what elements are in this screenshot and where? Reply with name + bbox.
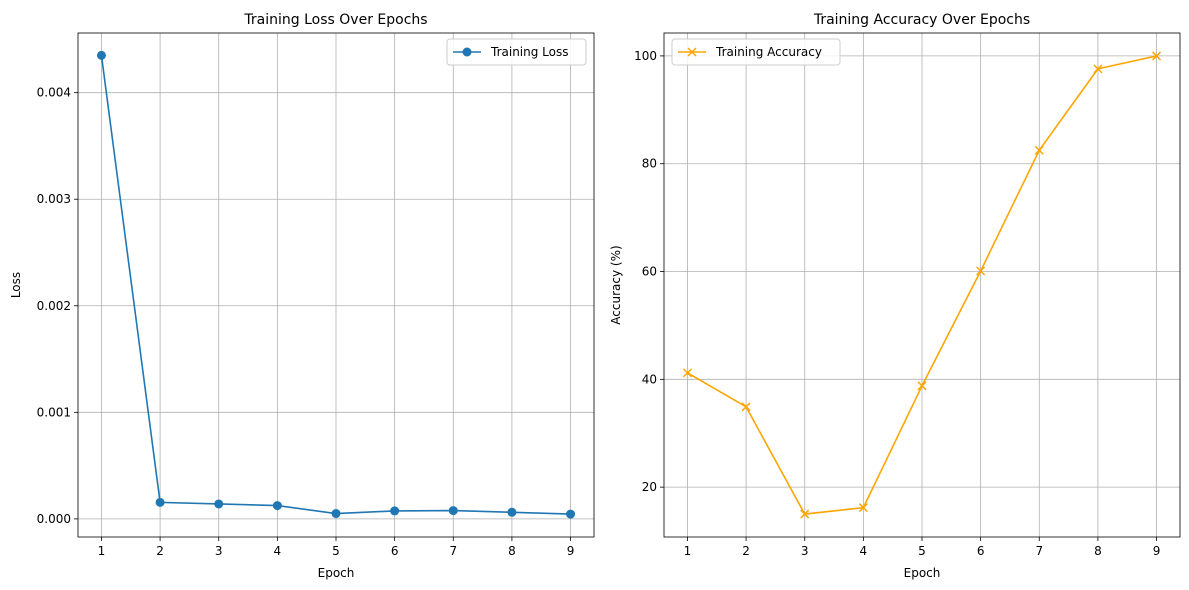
x-tick-label: 9 bbox=[1153, 544, 1161, 558]
chart-panel-1: 1 2 3 4 5 6 7 8 9 0.000 0.001 0.002 0.003 0.004 Traini… bbox=[9, 12, 595, 580]
data-point bbox=[1093, 64, 1103, 74]
x-tick-label: 6 bbox=[391, 544, 399, 558]
chart-title: Training Accuracy Over Epochs bbox=[813, 12, 1030, 28]
data-point bbox=[390, 506, 400, 516]
legend-label: Training Accuracy bbox=[715, 45, 822, 59]
y-tick-label: 0.001 bbox=[37, 405, 71, 419]
x-tick-label: 6 bbox=[977, 544, 985, 558]
y-axis-label: Accuracy (%) bbox=[609, 245, 623, 324]
chart-title: Training Loss Over Epochs bbox=[243, 12, 427, 28]
data-point bbox=[682, 368, 692, 378]
y-tick-label: 100 bbox=[634, 49, 657, 63]
data-point bbox=[272, 501, 282, 511]
x-tick-label: 3 bbox=[801, 544, 809, 558]
data-point bbox=[741, 402, 751, 412]
x-tick-label: 2 bbox=[742, 544, 750, 558]
x-axis-label: Epoch bbox=[318, 566, 355, 580]
data-point bbox=[1034, 145, 1044, 155]
data-point bbox=[566, 509, 576, 519]
data-point bbox=[448, 506, 458, 516]
data-point bbox=[155, 497, 165, 507]
legend-box bbox=[671, 38, 841, 66]
y-tick-label: 0.000 bbox=[37, 512, 71, 526]
y-tick-label: 0.003 bbox=[37, 192, 71, 206]
x-tick-label: 7 bbox=[449, 544, 457, 558]
x-tick-label: 2 bbox=[156, 544, 164, 558]
legend-label: Training Loss bbox=[490, 45, 568, 59]
x-tick-label: 8 bbox=[508, 544, 516, 558]
y-tick-label: 0.002 bbox=[37, 299, 71, 313]
x-tick-label: 3 bbox=[215, 544, 223, 558]
x-axis-label: Epoch bbox=[904, 566, 941, 580]
data-point bbox=[800, 509, 810, 519]
x-tick-label: 4 bbox=[274, 544, 282, 558]
data-point bbox=[96, 50, 106, 60]
data-point bbox=[976, 266, 986, 276]
y-tick-label: 0.004 bbox=[37, 86, 71, 100]
chart-panel-2: 1 2 3 4 5 6 7 8 9 20 40 60 80 100 Training Accuracy Ov… bbox=[609, 12, 1181, 580]
data-point bbox=[331, 509, 341, 519]
data-point bbox=[214, 499, 224, 509]
data-point bbox=[1152, 51, 1162, 61]
y-tick-label: 20 bbox=[642, 480, 657, 494]
x-tick-label: 7 bbox=[1035, 544, 1043, 558]
y-tick-label: 40 bbox=[642, 372, 657, 386]
data-point bbox=[507, 507, 517, 517]
legend-marker bbox=[687, 47, 697, 57]
x-tick-label: 9 bbox=[567, 544, 575, 558]
x-tick-label: 5 bbox=[332, 544, 340, 558]
data-point bbox=[917, 381, 927, 391]
y-tick-label: 80 bbox=[642, 157, 657, 171]
legend-box bbox=[446, 38, 587, 66]
y-tick-label: 60 bbox=[642, 265, 657, 279]
x-tick-label: 8 bbox=[1094, 544, 1102, 558]
x-tick-label: 1 bbox=[684, 544, 692, 558]
x-tick-label: 5 bbox=[918, 544, 926, 558]
data-point bbox=[858, 503, 868, 513]
legend-marker bbox=[462, 47, 472, 57]
x-tick-label: 1 bbox=[98, 544, 106, 558]
y-axis-label: Loss bbox=[9, 272, 23, 298]
x-tick-label: 4 bbox=[860, 544, 868, 558]
